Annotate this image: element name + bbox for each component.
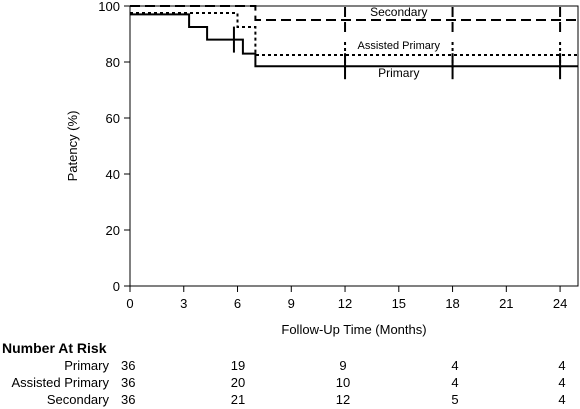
x-tick-label: 24 [553,296,567,311]
risk-row-primary: Primary 36 19 9 4 4 [0,358,580,375]
risk-row-label: Primary [64,358,109,373]
series-line [130,5,578,21]
x-tick-label: 18 [445,296,459,311]
risk-row-label: Assisted Primary [11,375,109,390]
risk-row-secondary: Secondary 36 21 12 5 4 [0,392,580,409]
series-assisted-primary [130,12,578,68]
axes: 0 3 6 9 12 15 18 21 24 0 20 40 60 80 100 [98,0,579,311]
x-axis-title: Follow-Up Time (Months) [281,322,426,337]
y-tick-label: 100 [98,0,120,14]
risk-value: 5 [451,392,459,407]
risk-value: 21 [230,392,246,407]
risk-value: 20 [230,375,246,390]
y-axis-title: Patency (%) [65,111,80,182]
x-tick-label: 6 [234,296,241,311]
y-tick-label: 60 [106,111,120,126]
x-tick-label: 15 [392,296,406,311]
series-secondary [130,5,578,33]
x-tick-label: 3 [180,296,187,311]
risk-value: 36 [121,358,136,373]
y-tick-label: 40 [106,167,120,182]
series-primary [130,13,578,80]
risk-value: 19 [230,358,246,373]
series-label-assisted-primary: Assisted Primary [358,40,441,52]
x-tick-label: 12 [338,296,352,311]
risk-value: 4 [558,392,566,407]
risk-value: 36 [121,392,136,407]
series-line [130,13,578,68]
plot-frame [129,5,579,287]
series-labels: Secondary Assisted Primary Primary [358,5,441,80]
y-tick-label: 80 [106,55,120,70]
risk-value: 10 [335,375,351,390]
survival-chart: 0 3 6 9 12 15 18 21 24 0 20 40 60 80 100 Follow-Up Tim… [65,0,579,337]
x-tick-label: 9 [288,296,295,311]
y-tick-label: 0 [113,279,120,294]
risk-value: 4 [451,375,459,390]
number-at-risk-table: Number At Risk Primary 36 19 9 4 4 Assis… [0,340,580,409]
risk-value: 4 [558,375,566,390]
risk-value: 4 [451,358,459,373]
risk-value: 12 [335,392,351,407]
risk-value: 9 [339,358,347,373]
risk-row-assisted-primary: Assisted Primary 36 20 10 4 4 [0,375,580,392]
series-label-primary: Primary [378,66,419,80]
x-tick-label: 0 [126,296,133,311]
x-tick-label: 21 [499,296,513,311]
risk-table-title: Number At Risk [2,340,107,356]
risk-value: 4 [558,358,566,373]
y-tick-label: 20 [106,223,120,238]
risk-row-label: Secondary [46,392,109,407]
risk-value: 36 [121,375,136,390]
series-label-secondary: Secondary [370,5,427,19]
series-layer [130,5,578,80]
